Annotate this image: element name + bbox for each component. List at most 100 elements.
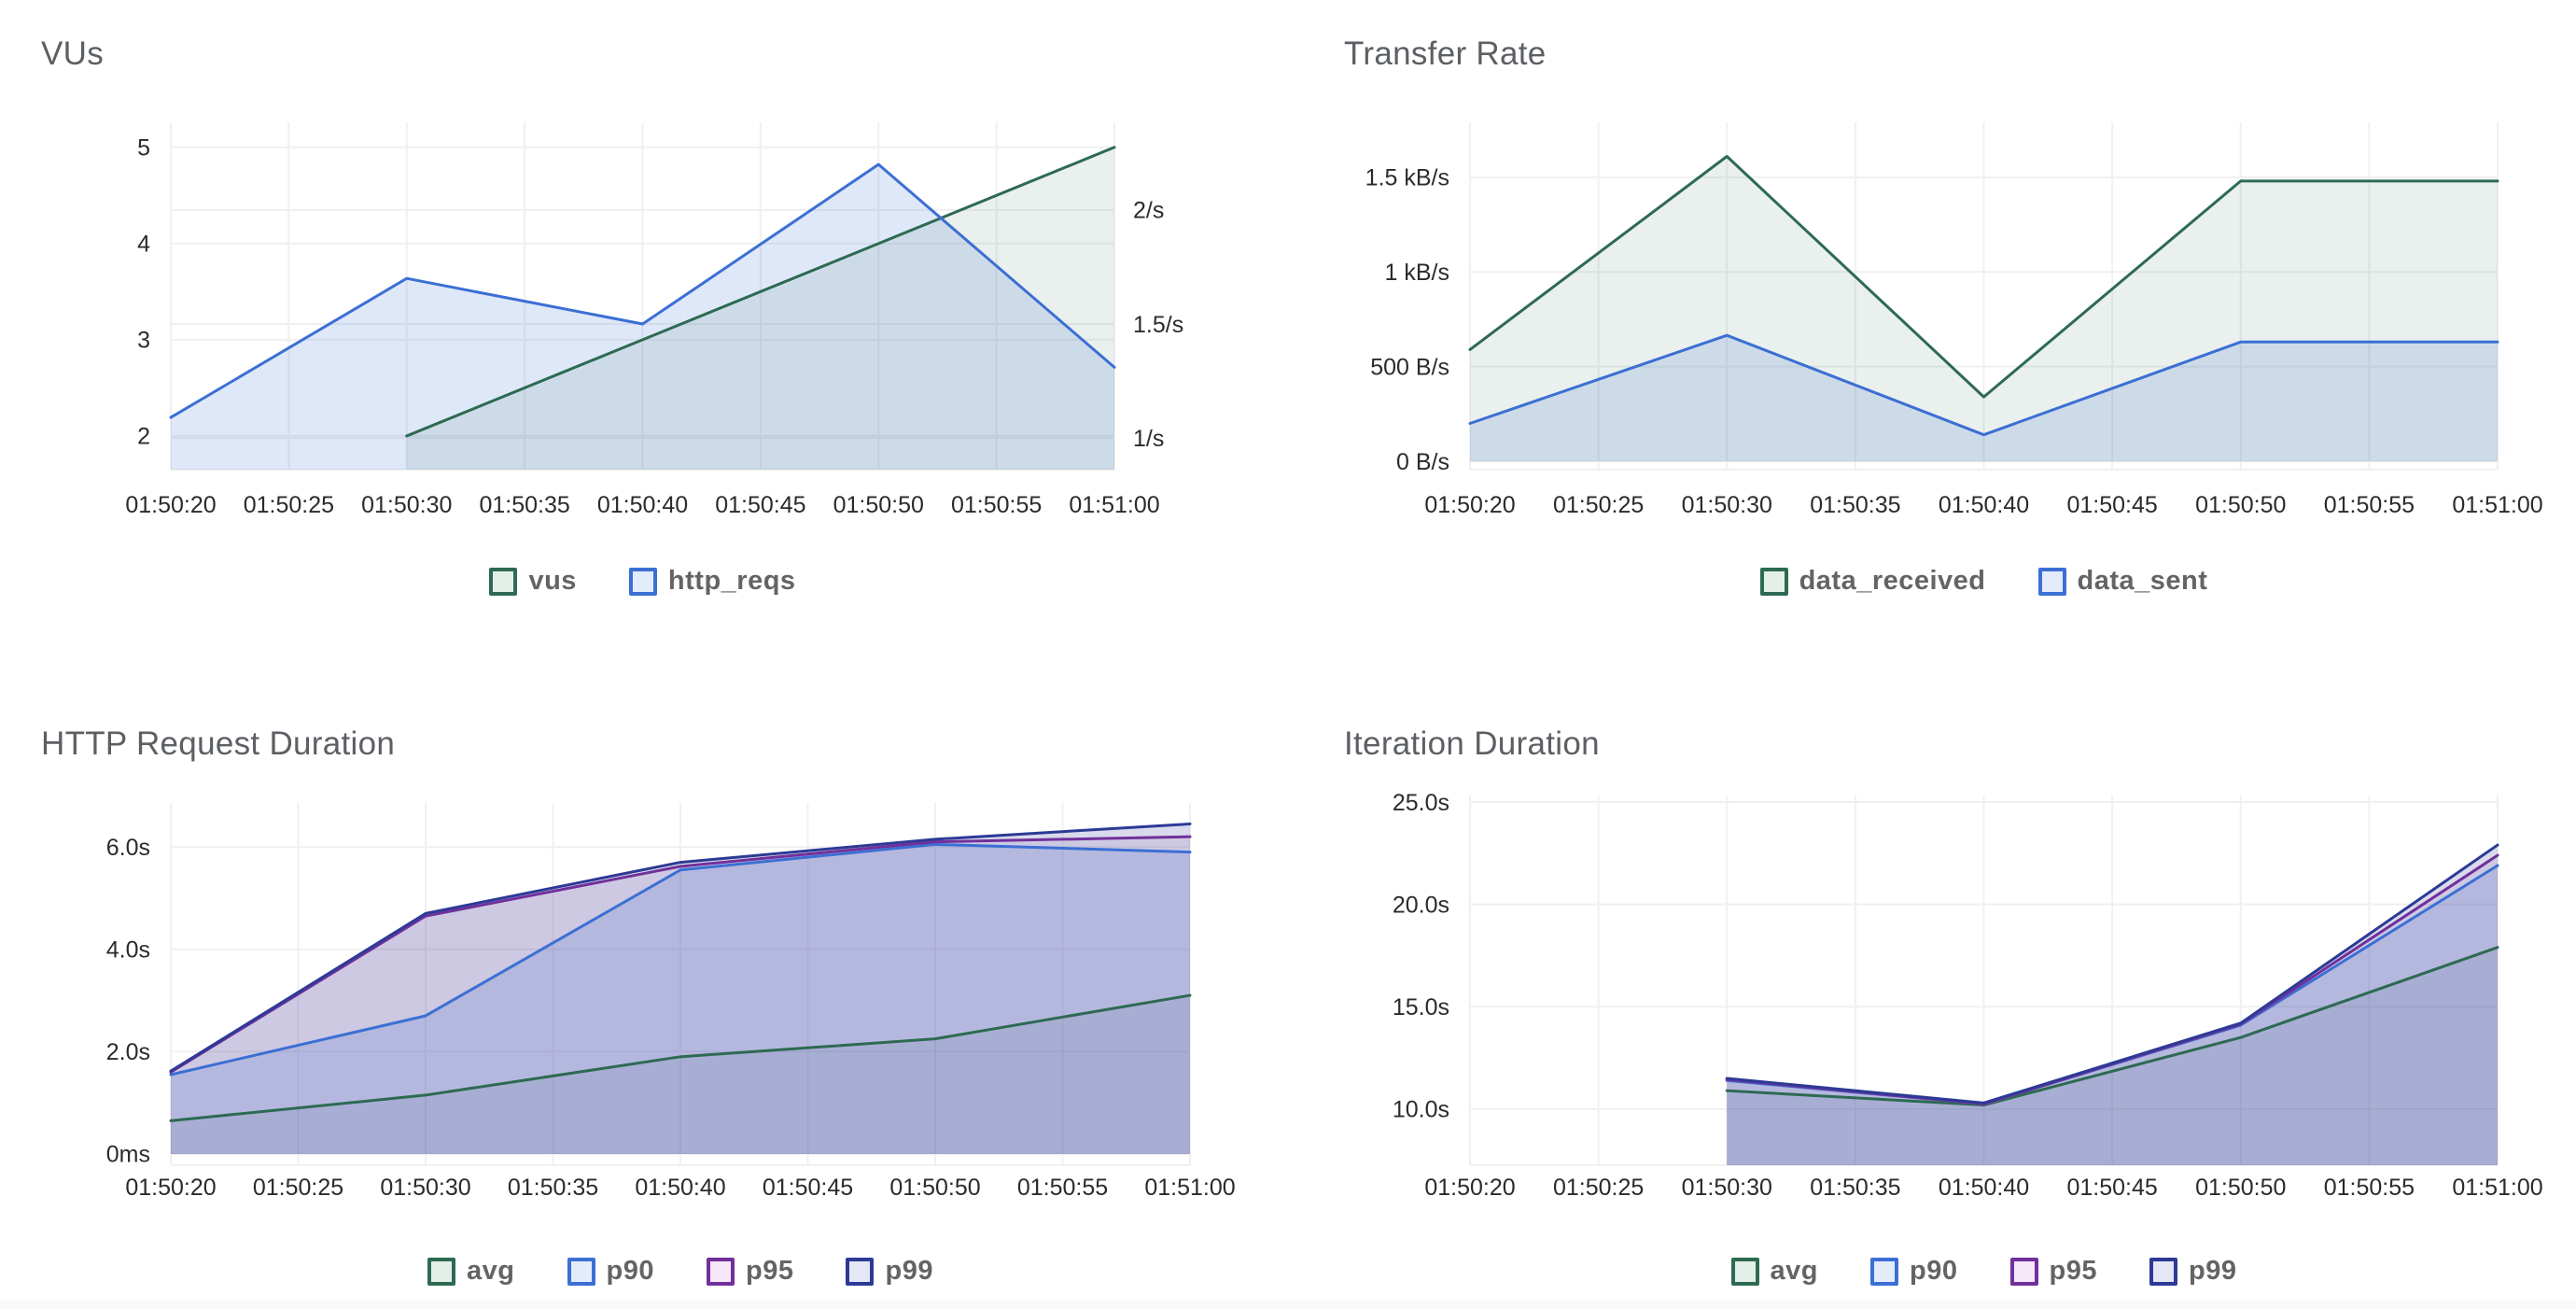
legend-label-vus: vus xyxy=(528,566,577,596)
series-line-avg xyxy=(1725,946,2499,1107)
x-axis-tick-label: 01:50:45 xyxy=(763,1175,853,1201)
page-bottom-strip xyxy=(0,1300,2576,1309)
x-axis-tick-label: 01:50:40 xyxy=(1939,1175,2029,1201)
left-axis-tick-label: 5 xyxy=(137,135,150,162)
x-axis-tick-label: 01:50:20 xyxy=(1424,492,1515,518)
legend-item-p99[interactable]: p99 xyxy=(846,1256,932,1287)
x-axis-tick-label: 01:50:25 xyxy=(1553,492,1644,518)
iteration-duration-chart-panel: Iteration Duration 25.0s 20.0s 15.0s 10.0s 0… xyxy=(1288,684,2576,1309)
http-request-duration-chart-canvas[interactable]: 6.0s 4.0s 2.0s 0ms 01:50:20 01:50:25 01:50:30 0… xyxy=(0,684,1288,1309)
left-axis-tick-label: 6.0s xyxy=(106,835,150,861)
transfer-rate-chart-canvas[interactable]: 1.5 kB/s 1 kB/s 500 B/s 0 B/s 01:50:20 01:50:… xyxy=(1288,0,2576,684)
legend-item-data_received[interactable]: data_received xyxy=(1759,566,1986,597)
series-line-p99 xyxy=(1725,843,2499,1105)
vus-chart-canvas[interactable]: 5 4 3 2 2/s 1.5/s 1/s 01:50:20 01:50:25 01:50:30 0… xyxy=(0,0,1288,684)
legend-item-p95[interactable]: p95 xyxy=(707,1256,793,1287)
series-line-data_received xyxy=(1468,155,2499,399)
x-axis-tick-label: 01:50:45 xyxy=(2066,492,2157,518)
left-axis-tick-label: 10.0s xyxy=(1393,1097,1449,1123)
series-line-data_sent xyxy=(1468,333,2499,437)
legend-item-p99[interactable]: p99 xyxy=(2149,1256,2236,1287)
series-area-p95 xyxy=(1727,855,2498,1165)
iteration-duration-chart-legend: avg p90 p95 p99 xyxy=(1470,1256,2498,1287)
x-axis-tick-label: 01:50:35 xyxy=(1810,1175,1900,1201)
x-axis-tick-label: 01:50:30 xyxy=(1682,1175,1772,1201)
series-line-http_reqs xyxy=(169,162,1116,419)
legend-item-p90[interactable]: p90 xyxy=(567,1256,654,1287)
iteration-duration-chart-title: Iteration Duration xyxy=(1344,725,1600,762)
http-request-duration-chart-title: HTTP Request Duration xyxy=(41,725,396,762)
right-axis-tick-label: 1/s xyxy=(1133,426,1164,452)
x-axis-tick-label: 01:50:45 xyxy=(715,492,805,518)
transfer-rate-chart-panel: Transfer Rate 1.5 kB/s 1 kB/s 500 B/s 0 B/s… xyxy=(1288,0,2576,684)
series-area-p99 xyxy=(1727,845,2498,1165)
legend-item-data_sent[interactable]: data_sent xyxy=(2037,566,2208,597)
left-axis-tick-label: 25.0s xyxy=(1393,790,1449,816)
series-line-p99 xyxy=(169,822,1192,1073)
legend-swatch-p90 xyxy=(567,1257,595,1286)
vus-chart-panel: VUs 5 4 3 2 2/s 1.5/s 1/s 01:50:20 01:50:25 01:50… xyxy=(0,0,1288,684)
x-axis-tick-label: 01:50:45 xyxy=(2066,1175,2157,1201)
series-area-p90 xyxy=(171,844,1190,1154)
x-axis-tick-label: 01:50:30 xyxy=(361,492,452,518)
legend-swatch-data_sent xyxy=(2037,567,2066,596)
x-axis-tick-label: 01:50:30 xyxy=(380,1175,470,1201)
x-axis-tick-label: 01:51:00 xyxy=(1144,1175,1235,1201)
x-axis-tick-label: 01:50:20 xyxy=(125,1175,216,1201)
legend-swatch-avg xyxy=(427,1257,456,1286)
legend-label-avg: avg xyxy=(467,1256,515,1286)
http-request-duration-chart-legend: avg p90 p95 p99 xyxy=(171,1256,1190,1287)
series-area-data_sent xyxy=(1470,335,2498,462)
left-axis-tick-label: 1.5 kB/s xyxy=(1365,165,1449,191)
series-line-p90 xyxy=(169,842,1192,1077)
x-axis-tick-label: 01:50:25 xyxy=(244,492,334,518)
legend-swatch-p90 xyxy=(1870,1257,1899,1286)
legend-label-http_reqs: http_reqs xyxy=(667,566,796,596)
series-area-p90 xyxy=(1727,865,2498,1165)
x-axis-tick-label: 01:50:50 xyxy=(2195,1175,2286,1201)
iteration-duration-chart-canvas[interactable]: 25.0s 20.0s 15.0s 10.0s 01:50:20 01:50:25 01:5… xyxy=(1288,684,2576,1309)
legend-item-avg[interactable]: avg xyxy=(1730,1256,1819,1287)
series-line-vus xyxy=(405,146,1116,438)
legend-label-data_received: data_received xyxy=(1799,566,1986,596)
x-axis-tick-label: 01:51:00 xyxy=(1069,492,1159,518)
legend-label-p99: p99 xyxy=(885,1256,933,1286)
legend-item-p90[interactable]: p90 xyxy=(1870,1256,1957,1287)
series-area-avg xyxy=(171,995,1190,1154)
legend-swatch-p95 xyxy=(2009,1257,2038,1286)
transfer-rate-chart-title: Transfer Rate xyxy=(1344,35,1547,72)
legend-item-avg[interactable]: avg xyxy=(427,1256,514,1287)
legend-swatch-http_reqs xyxy=(628,567,657,596)
transfer-rate-chart-legend: data_received data_sent xyxy=(1470,566,2498,597)
x-axis-tick-label: 01:51:00 xyxy=(2452,1175,2542,1201)
legend-item-vus[interactable]: vus xyxy=(489,566,576,597)
x-axis-tick-label: 01:50:50 xyxy=(833,492,924,518)
series-area-p99 xyxy=(171,823,1190,1154)
left-axis-tick-label: 15.0s xyxy=(1393,994,1449,1020)
x-axis-tick-label: 01:50:50 xyxy=(2195,492,2286,518)
legend-swatch-data_received xyxy=(1759,567,1788,596)
x-axis-tick-label: 01:50:55 xyxy=(2324,492,2415,518)
x-axis-tick-label: 01:50:50 xyxy=(889,1175,980,1201)
legend-label-p99: p99 xyxy=(2188,1256,2237,1286)
x-axis-tick-label: 01:50:20 xyxy=(1424,1175,1515,1201)
left-axis-tick-label: 2.0s xyxy=(106,1039,150,1065)
vus-chart-title: VUs xyxy=(41,35,105,72)
x-axis-tick-label: 01:50:35 xyxy=(508,1175,598,1201)
legend-swatch-vus xyxy=(489,567,518,596)
http-request-duration-chart-panel: HTTP Request Duration 6.0s 4.0s 2.0s 0ms 01:… xyxy=(0,684,1288,1309)
left-axis-tick-label: 2 xyxy=(137,424,150,450)
legend-label-data_sent: data_sent xyxy=(2077,566,2208,596)
legend-swatch-p99 xyxy=(846,1257,875,1286)
legend-label-avg: avg xyxy=(1770,1256,1819,1286)
x-axis-tick-label: 01:50:40 xyxy=(597,492,688,518)
legend-item-p95[interactable]: p95 xyxy=(2009,1256,2097,1287)
right-axis-tick-label: 2/s xyxy=(1133,198,1164,224)
legend-item-http_reqs[interactable]: http_reqs xyxy=(628,566,796,597)
left-axis-tick-label: 0 B/s xyxy=(1396,449,1449,475)
series-line-avg xyxy=(169,993,1192,1122)
series-area-data_received xyxy=(1470,156,2498,462)
x-axis-tick-label: 01:50:25 xyxy=(1553,1175,1644,1201)
series-area-http_reqs xyxy=(171,164,1114,471)
